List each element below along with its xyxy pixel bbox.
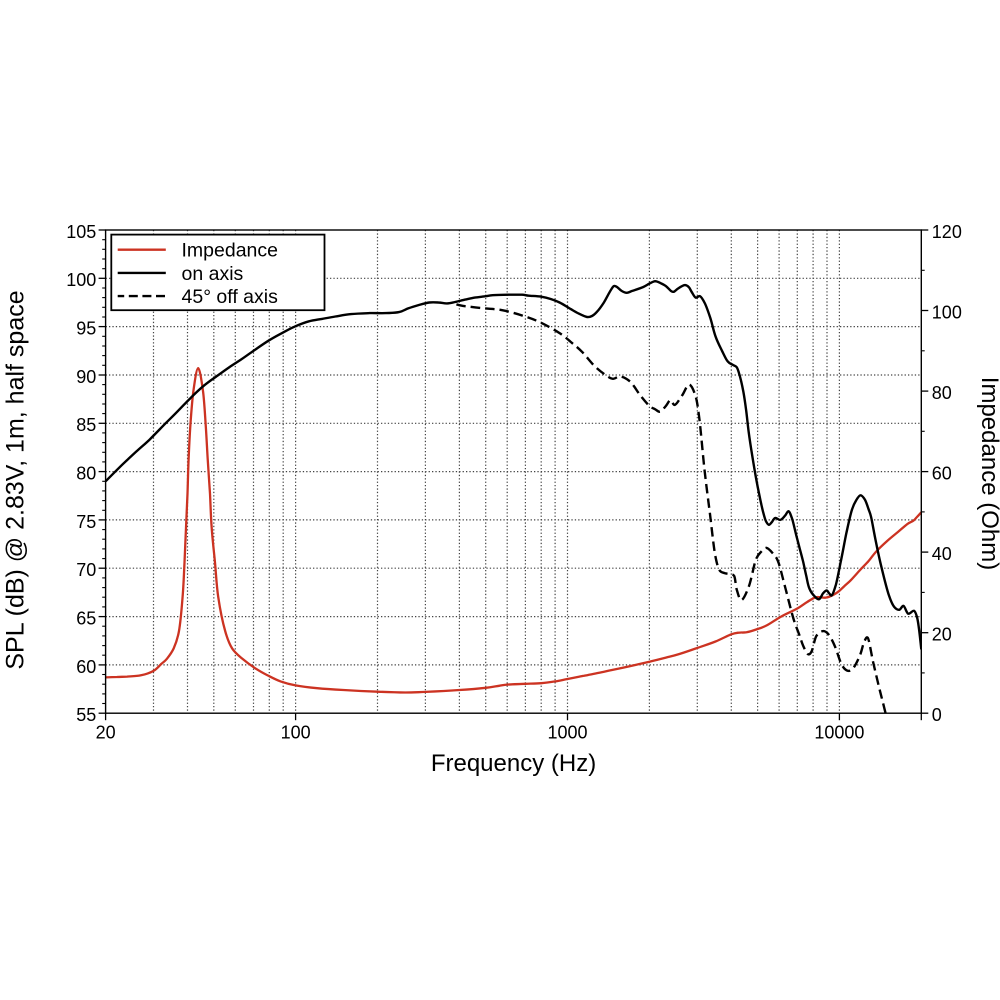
svg-text:20: 20 bbox=[96, 723, 116, 743]
svg-text:10000: 10000 bbox=[814, 723, 864, 743]
svg-text:70: 70 bbox=[76, 560, 96, 580]
svg-text:80: 80 bbox=[76, 464, 96, 484]
svg-text:105: 105 bbox=[66, 222, 96, 242]
svg-text:0: 0 bbox=[932, 705, 942, 725]
svg-text:55: 55 bbox=[76, 705, 96, 725]
svg-text:60: 60 bbox=[932, 464, 952, 484]
svg-text:90: 90 bbox=[76, 367, 96, 387]
svg-text:SPL (dB) @ 2.83V, 1m, half spa: SPL (dB) @ 2.83V, 1m, half space bbox=[2, 290, 30, 669]
svg-text:Frequency (Hz): Frequency (Hz) bbox=[431, 750, 596, 777]
svg-text:60: 60 bbox=[76, 657, 96, 677]
svg-text:20: 20 bbox=[932, 625, 952, 645]
svg-text:65: 65 bbox=[76, 609, 96, 629]
svg-text:100: 100 bbox=[66, 270, 96, 290]
svg-text:85: 85 bbox=[76, 415, 96, 435]
svg-text:120: 120 bbox=[932, 222, 962, 242]
svg-text:95: 95 bbox=[76, 319, 96, 339]
svg-text:1000: 1000 bbox=[547, 723, 587, 743]
svg-text:Impedance: Impedance bbox=[182, 240, 278, 262]
svg-text:80: 80 bbox=[932, 383, 952, 403]
svg-text:on axis: on axis bbox=[182, 263, 244, 285]
svg-text:100: 100 bbox=[932, 302, 962, 322]
svg-text:75: 75 bbox=[76, 512, 96, 532]
svg-text:45° off axis: 45° off axis bbox=[182, 286, 279, 308]
svg-text:100: 100 bbox=[281, 723, 311, 743]
svg-text:40: 40 bbox=[932, 544, 952, 564]
svg-text:Impedance (Ohm): Impedance (Ohm) bbox=[976, 377, 1000, 570]
